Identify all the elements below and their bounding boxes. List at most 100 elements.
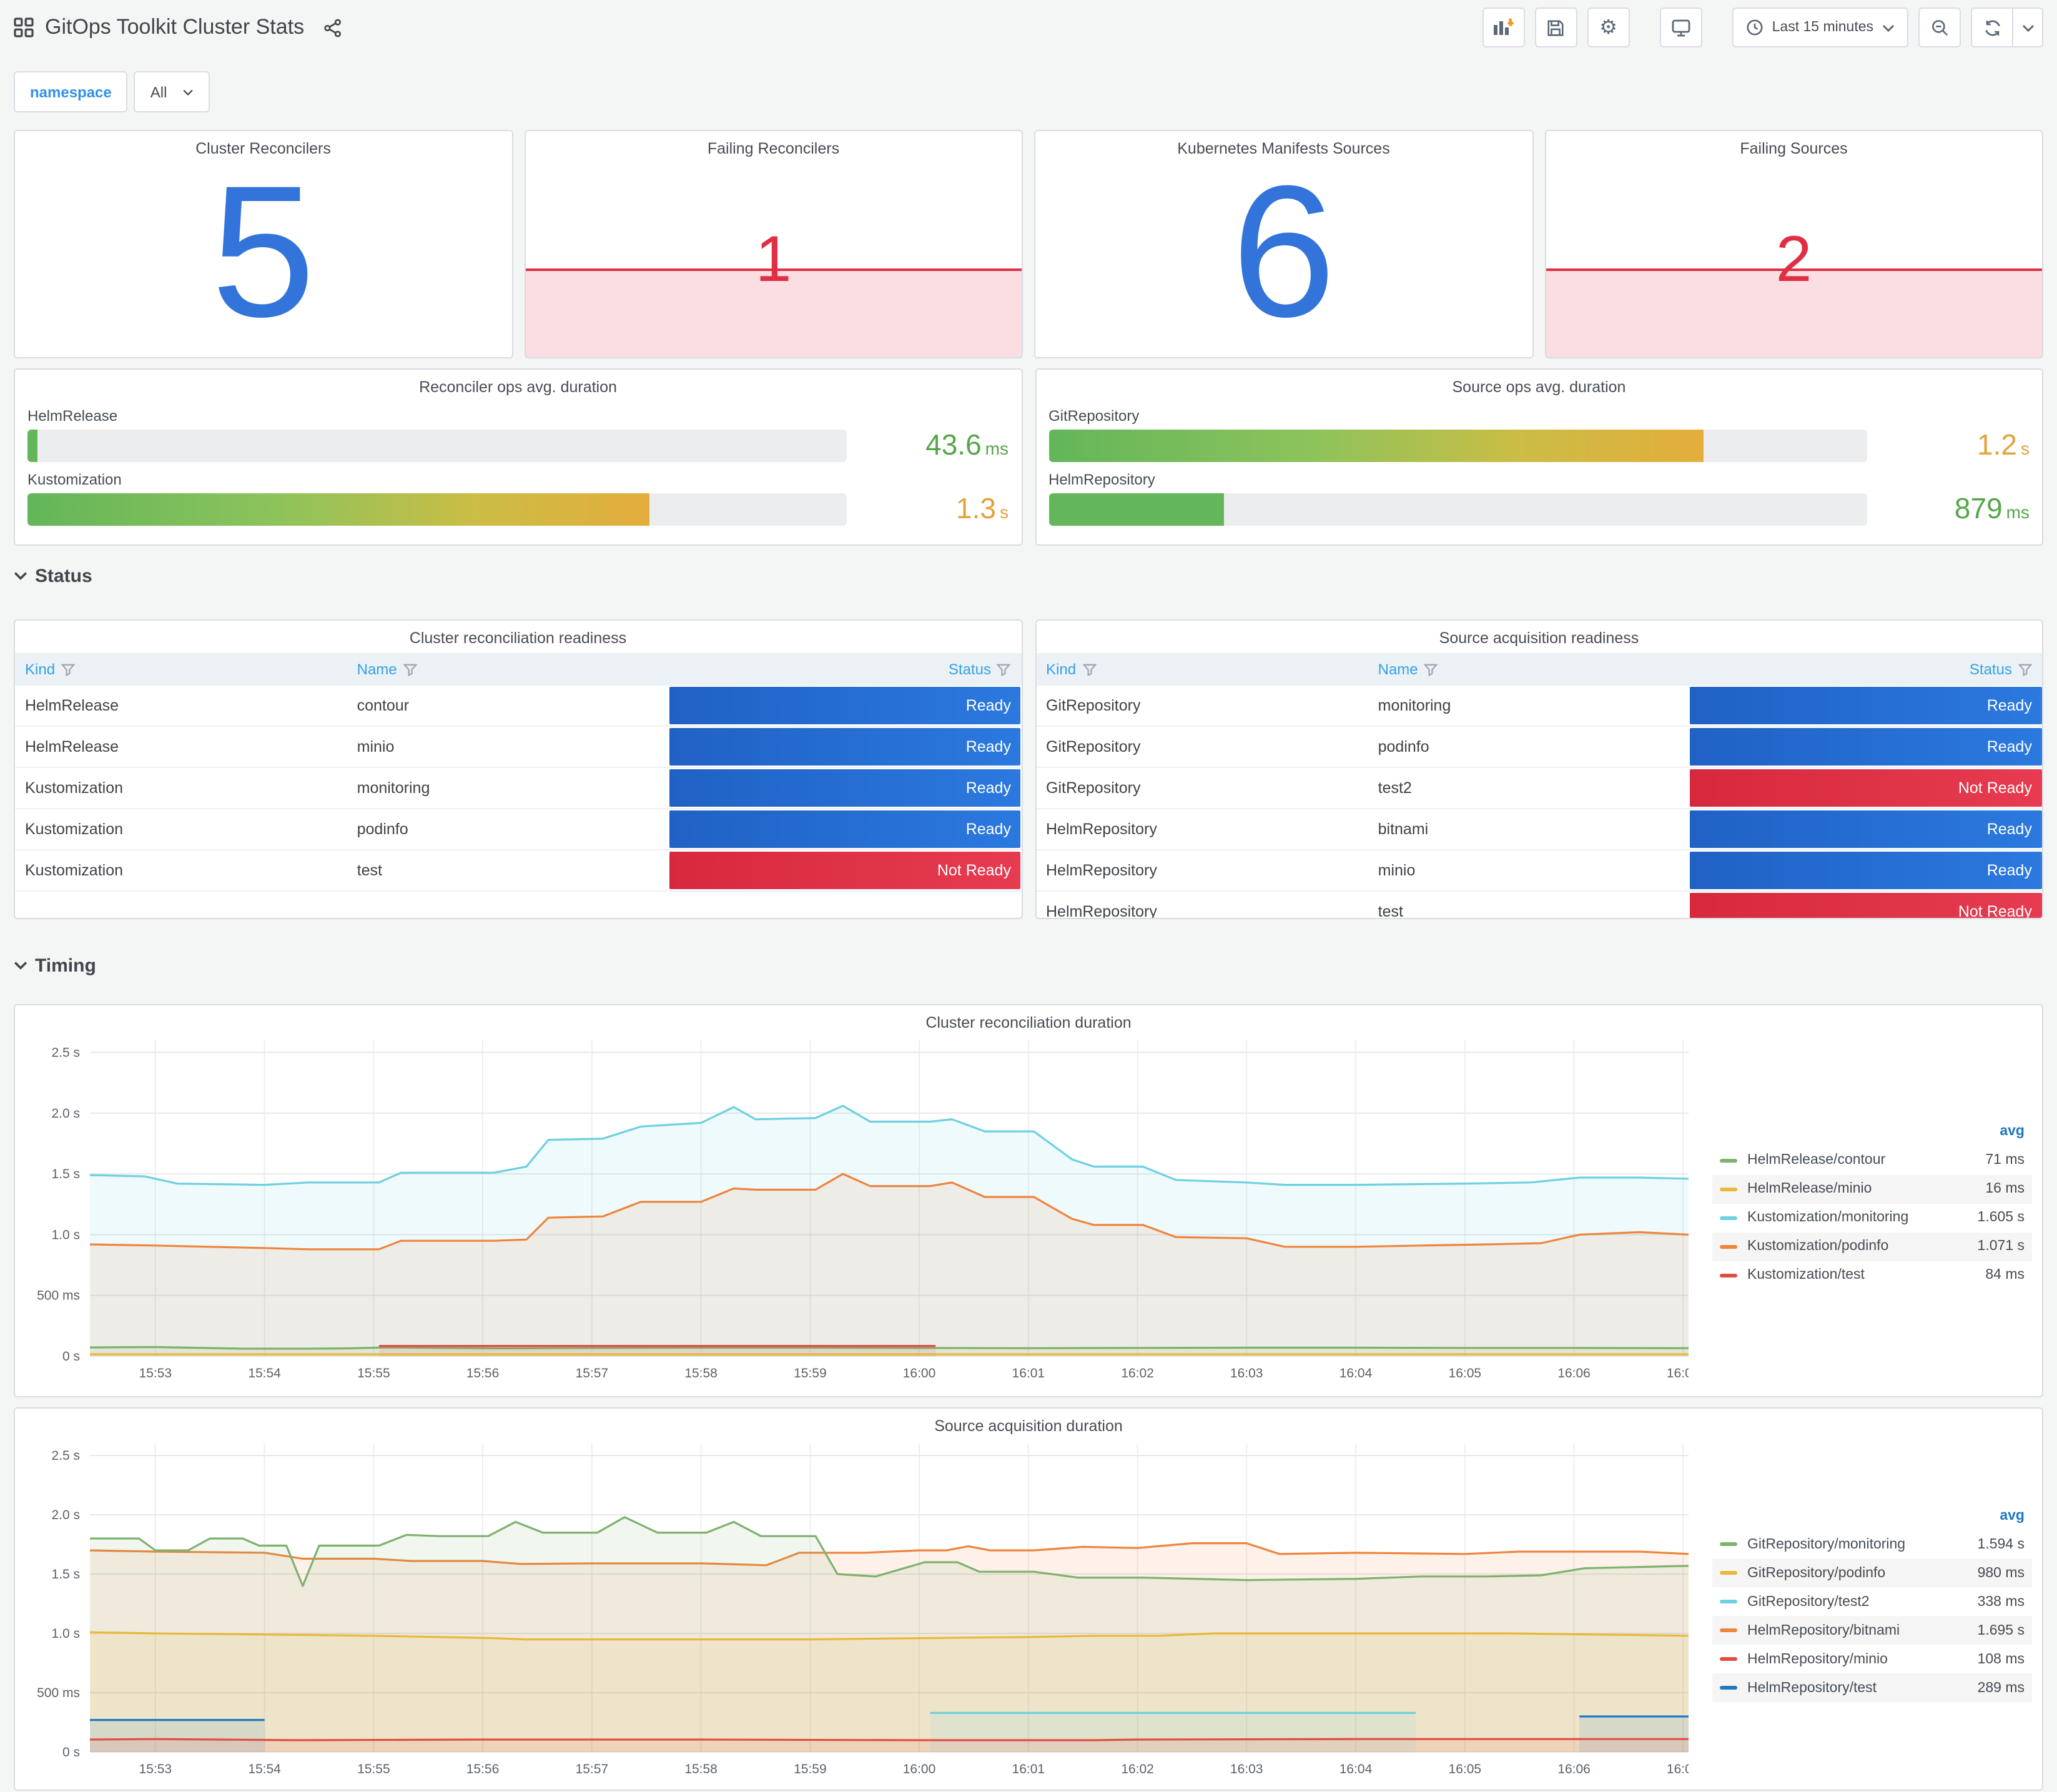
panel-title[interactable]: Source acquisition duration (934, 1417, 1123, 1435)
column-header-kind[interactable]: Kind (1036, 661, 1368, 678)
filter-funnel-icon[interactable] (61, 662, 76, 676)
dashboard-settings-button[interactable]: ⚙ (1587, 7, 1630, 47)
stat-panel: Failing Sources 2 (1544, 130, 2043, 358)
legend-avg-header[interactable]: avg (2000, 1508, 2025, 1523)
column-header-kind[interactable]: Kind (15, 661, 347, 678)
panel-title[interactable]: Cluster reconciliation duration (925, 1014, 1132, 1031)
y-axis-tick-label: 2.0 s (51, 1106, 80, 1121)
x-axis-tick-label: 15:59 (794, 1762, 827, 1776)
legend-item[interactable]: GitRepository/monitoring 1.594 s (1712, 1530, 2032, 1558)
x-axis-tick-label: 16:06 (1557, 1366, 1591, 1381)
x-axis-tick-label: 15:58 (684, 1762, 718, 1776)
legend-item[interactable]: GitRepository/podinfo 980 ms (1712, 1558, 2032, 1587)
legend-series-name: HelmRepository/test (1747, 1680, 1877, 1695)
time-range-picker[interactable]: Last 15 minutes (1732, 7, 1908, 47)
legend-item[interactable]: Kustomization/test 84 ms (1712, 1261, 2032, 1289)
time-series-plot[interactable]: 0 s 500 ms 1.0 s 1.5 s 2.0 s 2.5 s 15:53 15:54 1… (25, 1040, 1689, 1386)
stat-value: 1 (755, 224, 792, 297)
stat-threshold-area (1546, 268, 2042, 357)
legend-item[interactable]: HelmRelease/contour 71 ms (1712, 1146, 2032, 1174)
panel-title[interactable]: Failing Sources (1740, 140, 1848, 157)
share-icon[interactable] (323, 18, 342, 37)
status-badge: Not Ready (669, 852, 1021, 889)
x-axis-tick-label: 16:05 (1449, 1366, 1482, 1381)
table-row: HelmRepository bitnami Ready (1036, 809, 2042, 850)
legend-item[interactable]: HelmRepository/minio 108 ms (1712, 1645, 2032, 1673)
stat-panel: Kubernetes Manifests Sources 6 (1034, 130, 1533, 358)
template-variables-row: namespace All (14, 71, 2043, 112)
bar-gauge-panels-row: Reconciler ops avg. duration HelmRelease 4… (14, 368, 2043, 546)
add-panel-button[interactable] (1482, 7, 1525, 47)
time-series-plot[interactable]: 0 s 500 ms 1.0 s 1.5 s 2.0 s 2.5 s 15:53 15:54 1… (25, 1444, 1689, 1782)
table-cell: HelmRelease (25, 738, 119, 756)
legend-item[interactable]: HelmRepository/bitnami 1.695 s (1712, 1616, 2032, 1645)
gauge-bar-fill (27, 429, 37, 461)
x-axis-tick-label: 16:02 (1121, 1762, 1154, 1776)
series-area (90, 1543, 1689, 1752)
x-axis-tick-label: 15:55 (357, 1366, 390, 1381)
table-cell: Kustomization (25, 820, 124, 838)
legend-item[interactable]: HelmRepository/test 289 ms (1712, 1673, 2032, 1702)
y-axis-tick-label: 1.5 s (51, 1567, 80, 1582)
section-header-timing[interactable]: Timing (14, 952, 2043, 979)
panel-title[interactable]: Cluster reconciliation readiness (409, 629, 627, 647)
filter-funnel-icon[interactable] (1424, 662, 1438, 676)
save-dashboard-button[interactable] (1534, 7, 1577, 47)
panel-title[interactable]: Kubernetes Manifests Sources (1177, 140, 1390, 157)
legend-item[interactable]: Kustomization/monitoring 1.605 s (1712, 1203, 2032, 1232)
column-header-status[interactable]: Status (1690, 661, 2042, 678)
gauge-value: 1.2 s (1867, 428, 2030, 462)
table-row: Kustomization test Not Ready (15, 850, 1021, 892)
gauge-bar-fill (27, 493, 650, 525)
panel-title[interactable]: Source ops avg. duration (1452, 378, 1626, 396)
legend-series-avg: 289 ms (1977, 1680, 2025, 1695)
column-header-name[interactable]: Name (1368, 661, 1690, 678)
panel-title[interactable]: Failing Reconcilers (707, 140, 840, 157)
zoom-out-button[interactable] (1918, 7, 1961, 47)
column-header-status[interactable]: Status (669, 661, 1021, 678)
refresh-interval-dropdown[interactable] (2013, 7, 2043, 47)
filter-funnel-icon[interactable] (2018, 662, 2032, 676)
filter-funnel-icon[interactable] (403, 662, 417, 676)
table-row: HelmRepository minio Ready (1036, 850, 2042, 892)
apps-grid-icon[interactable] (14, 17, 34, 37)
panel-title[interactable]: Source acquisition readiness (1439, 629, 1639, 647)
chart-legend: avg GitRepository/monitoring 1.594 s GitRep… (1712, 1444, 2032, 1760)
legend-series-swatch (1720, 1600, 1737, 1603)
y-axis-tick-label: 2.5 s (51, 1045, 80, 1060)
tv-mode-button[interactable] (1659, 7, 1702, 47)
status-badge: Not Ready (1690, 769, 2042, 807)
variable-value-dropdown[interactable]: All (134, 71, 210, 112)
gauge-value: 1.3 s (846, 492, 1009, 526)
legend-series-swatch (1720, 1216, 1737, 1219)
panel-title[interactable]: Reconciler ops avg. duration (419, 378, 617, 396)
series-line (90, 1516, 1689, 1587)
legend-item[interactable]: GitRepository/test2 338 ms (1712, 1587, 2032, 1616)
legend-series-name: Kustomization/monitoring (1747, 1210, 1909, 1225)
column-header-name[interactable]: Name (347, 661, 669, 678)
legend-series-name: GitRepository/test2 (1747, 1594, 1870, 1609)
table-cell: GitRepository (1046, 697, 1141, 714)
refresh-button[interactable] (1971, 7, 2013, 47)
chevron-down-icon (182, 88, 193, 96)
panel-title[interactable]: Cluster Reconcilers (195, 140, 331, 157)
x-axis-tick-label: 15:57 (576, 1366, 609, 1381)
section-header-status[interactable]: Status (14, 562, 2043, 589)
legend-avg-header[interactable]: avg (2000, 1124, 2025, 1139)
x-axis-tick-label: 16:00 (903, 1366, 936, 1381)
section-title: Status (35, 565, 92, 586)
legend-series-avg: 84 ms (1985, 1268, 2025, 1282)
clock-icon (1746, 19, 1763, 36)
legend-item[interactable]: Kustomization/podinfo 1.071 s (1712, 1232, 2032, 1261)
x-axis-tick-label: 16:03 (1230, 1762, 1263, 1776)
table-row: GitRepository test2 Not Ready (1036, 768, 2042, 809)
gauge-body: HelmRelease 43.6 ms Kustomization 1.3 s (15, 396, 1021, 526)
filter-funnel-icon[interactable] (1082, 662, 1097, 676)
variable-label-namespace[interactable]: namespace (14, 71, 128, 112)
gauge-label: Kustomization (27, 471, 122, 488)
legend-series-swatch (1720, 1628, 1737, 1632)
filter-funnel-icon[interactable] (997, 662, 1011, 676)
table-cell: HelmRelease (25, 697, 119, 714)
panel-source-acquisition-duration: Source acquisition duration 0 s 500 ms 1.0… (14, 1407, 2043, 1791)
legend-item[interactable]: HelmRelease/minio 16 ms (1712, 1174, 2032, 1203)
